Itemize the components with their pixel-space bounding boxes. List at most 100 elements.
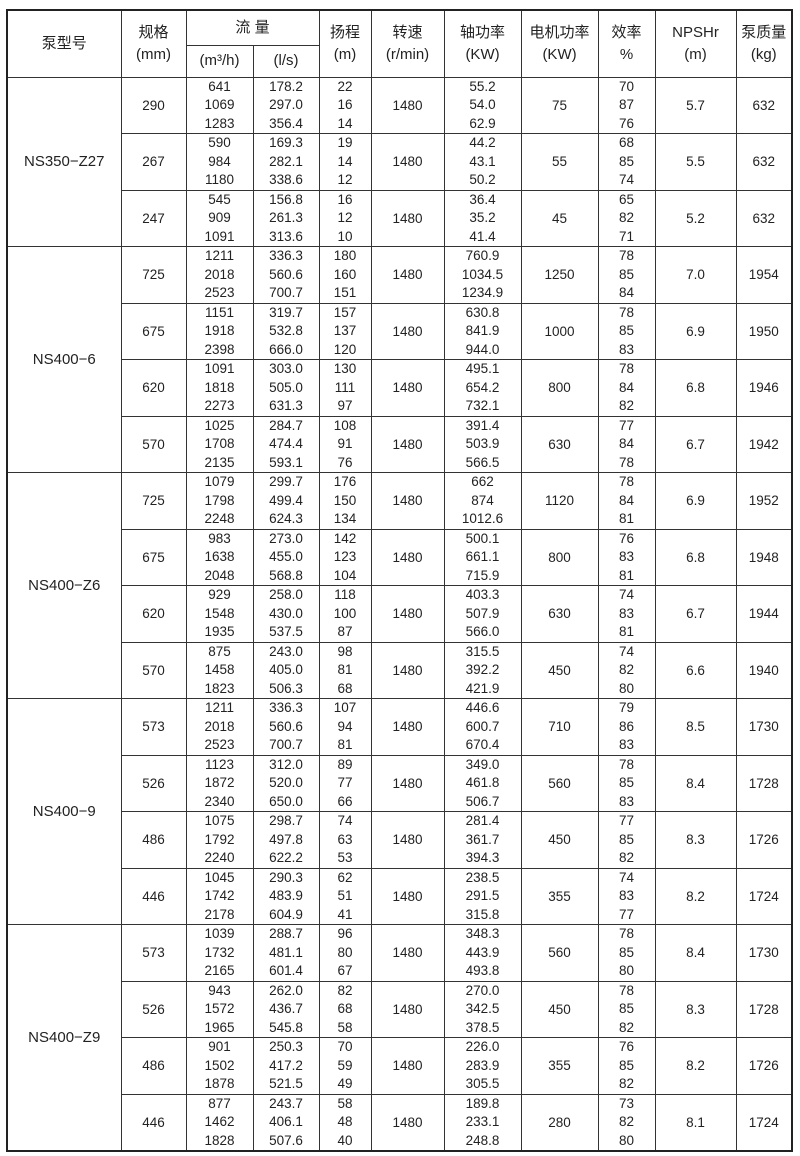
flow-ls: 284.7 474.4 593.1	[252, 415, 320, 473]
head-value: 53	[337, 850, 353, 865]
efficiency-value: 81	[619, 567, 635, 583]
head: 142 123 104	[318, 528, 372, 586]
efficiency-value: 74	[619, 587, 635, 602]
head-value: 70	[337, 1039, 353, 1054]
flow-m3h-value: 2273	[204, 398, 235, 413]
flow-m3h: 1075 1792 2240	[185, 811, 254, 869]
speed: 1480	[370, 472, 445, 530]
flow-ls: 243.7 406.1 507.6	[252, 1093, 320, 1152]
efficiency-value: 82	[619, 398, 635, 413]
efficiency-value: 86	[619, 718, 635, 734]
motor-power: 710	[520, 698, 599, 756]
head-value: 58	[337, 1095, 353, 1111]
motor-power: 1120	[520, 472, 599, 530]
flow-m3h-value: 875	[208, 643, 231, 659]
table-row: NS400−Z9 573 1039 1732 2165 288.7 481.1 601.4 96…	[6, 924, 793, 1152]
shaft-power-value: 361.7	[465, 831, 500, 847]
spec: 675	[120, 528, 187, 586]
efficiency-value: 80	[619, 963, 635, 978]
shaft-power: 44.2 43.1 50.2	[443, 133, 522, 191]
efficiency-value: 87	[619, 97, 635, 112]
header-mass-label: 泵质量	[741, 23, 787, 41]
flow-m3h: 877 1462 1828	[185, 1093, 254, 1152]
head: 16 12 10	[318, 189, 372, 247]
flow-ls-value: 282.1	[269, 153, 303, 169]
model-name: NS350−Z27	[6, 76, 122, 247]
flow-m3h: 1039 1732 2165	[185, 924, 254, 982]
head-value: 123	[333, 549, 357, 564]
npshr: 6.8	[654, 359, 737, 417]
shaft-power-value: 661.1	[465, 549, 500, 564]
shaft-power-value: 54.0	[469, 97, 496, 112]
flow-ls-value: 262.0	[269, 982, 303, 998]
mass: 632	[735, 189, 793, 247]
head-value: 87	[337, 624, 353, 639]
shaft-power-value: 315.5	[465, 643, 500, 659]
head-value: 151	[333, 285, 357, 300]
spec: 526	[120, 980, 187, 1038]
flow-ls: 169.3 282.1 338.6	[252, 133, 320, 191]
flow-ls-value: 483.9	[269, 888, 303, 903]
motor-power: 450	[520, 811, 599, 869]
npshr: 8.4	[654, 924, 737, 982]
spec: 446	[120, 1093, 187, 1152]
flow-ls-value: 507.6	[269, 1132, 303, 1148]
table-row: 570 1025 1708 2135 284.7 474.4 593.1 108 91 76 148…	[7, 415, 793, 473]
motor-power: 630	[520, 415, 599, 473]
flow-m3h-value: 1548	[204, 605, 235, 621]
flow-m3h-value: 2018	[204, 266, 235, 282]
shaft-power: 662 874 1012.6	[443, 472, 522, 530]
speed: 1480	[370, 189, 445, 247]
flow-ls-value: 622.2	[269, 850, 303, 865]
head-value: 81	[337, 737, 353, 752]
mass: 1946	[735, 359, 793, 417]
npshr: 6.9	[654, 302, 737, 360]
head: 89 77 66	[318, 754, 372, 812]
header-shaft-power: 轴功率 (KW)	[443, 9, 522, 78]
flow-ls-value: 560.6	[269, 266, 303, 282]
flow-m3h-value: 1918	[204, 323, 235, 338]
head-value: 14	[337, 115, 353, 131]
spec: 675	[120, 302, 187, 360]
mass: 1726	[735, 811, 793, 869]
flow-ls-value: 430.0	[269, 605, 303, 621]
header-motor-power-unit: (KW)	[542, 45, 577, 63]
npshr: 6.9	[654, 472, 737, 530]
flow-ls: 250.3 417.2 521.5	[252, 1037, 320, 1095]
header-spec-unit: (mm)	[136, 45, 171, 63]
efficiency-value: 82	[619, 210, 635, 225]
spec: 247	[120, 189, 187, 247]
head-value: 51	[337, 888, 353, 903]
model-name: NS400−Z9	[6, 924, 122, 1152]
flow-ls: 178.2 297.0 356.4	[252, 76, 320, 134]
header-head-label: 扬程	[330, 23, 361, 41]
flow-m3h-value: 929	[208, 587, 231, 602]
efficiency-value: 68	[619, 135, 635, 150]
mass: 1942	[735, 415, 793, 473]
efficiency: 78 84 82	[597, 359, 656, 417]
header-efficiency: 效率%	[597, 9, 656, 78]
motor-power: 450	[520, 980, 599, 1038]
flow-m3h-value: 2398	[204, 341, 235, 357]
efficiency: 76 85 82	[597, 1037, 656, 1095]
shaft-power-value: 281.4	[465, 813, 500, 828]
efficiency-value: 83	[619, 341, 635, 357]
flow-ls: 290.3 483.9 604.9	[252, 867, 320, 925]
speed: 1480	[370, 1037, 445, 1095]
table-row: 526 943 1572 1965 262.0 436.7 545.8 82 68 58 1480 2…	[7, 980, 793, 1038]
flow-m3h-value: 590	[208, 135, 231, 150]
flow-ls-value: 455.0	[269, 549, 303, 564]
head-value: 94	[337, 718, 353, 734]
efficiency-value: 85	[619, 266, 635, 282]
shaft-power-value: 233.1	[465, 1114, 500, 1129]
header-head: 扬程 (m)	[318, 9, 372, 78]
shaft-power-value: 248.8	[465, 1132, 500, 1148]
header-head-unit: (m)	[333, 45, 357, 63]
efficiency-value: 80	[619, 680, 635, 696]
flow-ls-value: 499.4	[269, 492, 303, 508]
header-spec: 规格 (mm)	[120, 9, 187, 78]
flow-m3h-value: 1742	[204, 888, 235, 903]
spec: 570	[120, 641, 187, 699]
mass: 632	[735, 133, 793, 191]
flow-m3h: 590 984 1180	[185, 133, 254, 191]
